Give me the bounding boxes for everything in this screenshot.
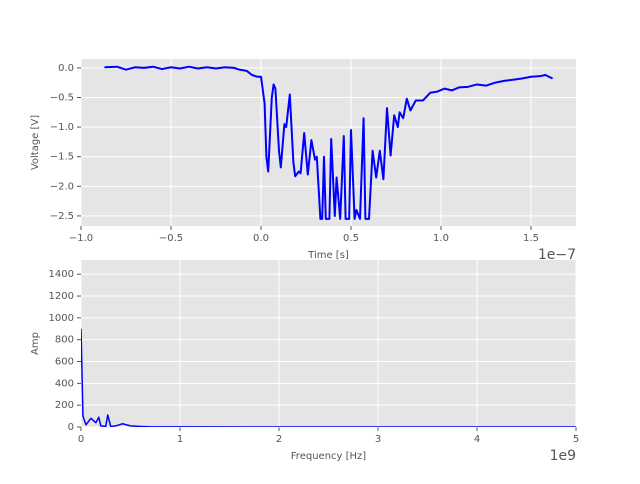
x-tick-label: 1.5	[523, 233, 539, 244]
x-tick-label: 4	[474, 434, 480, 445]
y-axis-label: Voltage [V]	[30, 115, 41, 170]
x-axis-label: Time [s]	[307, 250, 349, 261]
x-tick-label: 5	[573, 434, 579, 445]
y-tick-label: 0	[68, 422, 74, 433]
y-tick-label: −2.0	[50, 181, 74, 192]
x-tick-label: 0.0	[253, 233, 269, 244]
y-tick-label: −1.0	[50, 122, 74, 133]
x-tick-label: 2	[276, 434, 282, 445]
x-offset-label: 1e9	[550, 448, 576, 464]
y-tick-label: 0.0	[58, 63, 74, 74]
y-tick-label: −0.5	[50, 92, 74, 103]
x-tick-label: 0	[78, 434, 84, 445]
y-tick-label: 1000	[49, 313, 74, 324]
plot-area	[81, 59, 576, 226]
x-tick-label: −1.0	[69, 233, 93, 244]
y-tick-label: 600	[55, 357, 74, 368]
x-tick-label: 1.0	[433, 233, 449, 244]
y-tick-label: −1.5	[50, 152, 74, 163]
y-axis-label: Amp	[30, 332, 41, 355]
x-tick-label: 1	[177, 434, 183, 445]
y-tick-label: 1200	[49, 291, 74, 302]
y-tick-label: 1400	[49, 269, 74, 280]
data-line	[81, 328, 576, 427]
plot-area	[81, 260, 576, 427]
x-tick-label: 3	[375, 434, 381, 445]
y-tick-label: −2.5	[50, 211, 74, 222]
y-tick-label: 200	[55, 400, 74, 411]
x-offset-label: 1e−7	[538, 247, 576, 263]
y-tick-label: 400	[55, 378, 74, 389]
x-tick-label: −0.5	[159, 233, 183, 244]
data-line	[104, 65, 554, 220]
x-tick-label: 0.5	[343, 233, 359, 244]
x-axis-label: Frequency [Hz]	[291, 451, 367, 462]
y-tick-label: 800	[55, 335, 74, 346]
